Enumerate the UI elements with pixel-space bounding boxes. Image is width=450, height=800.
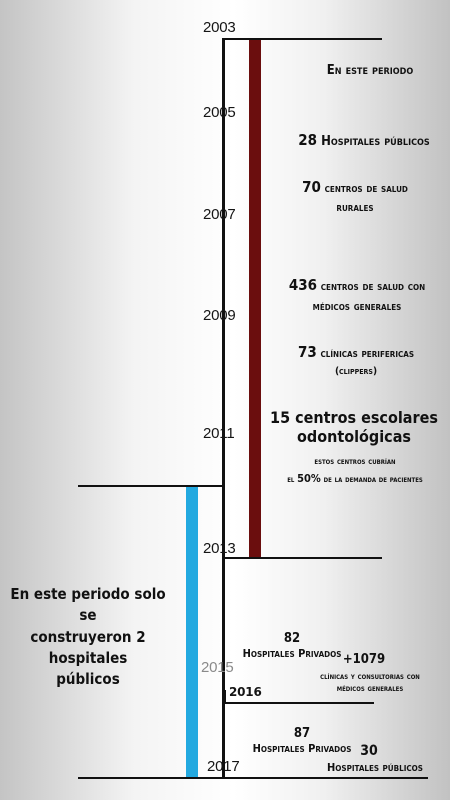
stat-label: clínicas y consultorias con bbox=[320, 671, 420, 682]
stat-label: Hospitales públicos bbox=[321, 134, 430, 149]
timeline-axis bbox=[222, 40, 225, 778]
stat-label: clínicas perifericas bbox=[320, 346, 415, 360]
second-period-summary: En este periodo solo se construyeron 2 h… bbox=[0, 584, 176, 690]
stat-label: centros de salud bbox=[324, 181, 408, 195]
year-2013: 2013 bbox=[203, 540, 236, 557]
stat-label: rurales bbox=[336, 199, 374, 214]
stat-public-hospitals: 28 Hospitales públicos bbox=[278, 131, 450, 150]
dental-note-line: estos centros cubrían bbox=[314, 457, 396, 467]
stat-clinics-2015: +1079 clínicas y consultorias con médico… bbox=[290, 652, 450, 695]
line-2016 bbox=[224, 702, 374, 704]
stat-note: (clippers) bbox=[334, 365, 378, 377]
stat-label: odontológicas bbox=[297, 427, 411, 447]
stat-dental-centers: 15 centros escolares odontológicas bbox=[258, 408, 450, 446]
stat-public-hospitals-2017: 30 Hospitales públicos bbox=[310, 743, 440, 774]
stat-number: +1079 bbox=[342, 652, 386, 667]
tick-2016 bbox=[224, 690, 226, 704]
summary-line: construyeron 2 hospitales bbox=[30, 627, 146, 667]
stat-general-medicine-centers: 436 centros de salud con médicos general… bbox=[264, 276, 450, 314]
stat-number: 436 bbox=[288, 276, 317, 294]
stat-number: 82 bbox=[283, 631, 301, 646]
year-2016: 2016 bbox=[229, 685, 262, 699]
stat-peripheral-clinics: 73 clínicas perifericas (clippers) bbox=[270, 343, 442, 378]
stat-number: 70 bbox=[302, 178, 321, 196]
stat-private-hospitals-2017: 87 Hospitales Privados bbox=[242, 726, 362, 755]
line-2017 bbox=[78, 777, 428, 779]
stat-number: 15 bbox=[270, 408, 291, 427]
stat-label: centros de salud con bbox=[320, 279, 426, 293]
line-2012 bbox=[78, 485, 224, 487]
line-2003 bbox=[222, 38, 382, 40]
stat-number: 30 bbox=[360, 743, 378, 759]
stat-private-hospitals-2015: 82 Hospitales Privados bbox=[232, 631, 352, 660]
year-2009: 2009 bbox=[203, 307, 236, 324]
stat-label: médicos generales bbox=[336, 683, 404, 694]
year-2011: 2011 bbox=[203, 425, 235, 442]
year-2005: 2005 bbox=[203, 104, 236, 121]
line-2013 bbox=[222, 557, 382, 559]
stat-number: 87 bbox=[293, 726, 311, 741]
stat-rural-centers: 70 centros de salud rurales bbox=[275, 178, 435, 215]
year-2003: 2003 bbox=[203, 19, 236, 36]
second-period-bar bbox=[186, 485, 198, 779]
year-2015: 2015 bbox=[201, 659, 234, 676]
stat-label: médicos generales bbox=[312, 298, 402, 313]
dental-note-line: el 50% de la demanda de pacientes bbox=[287, 472, 423, 486]
stat-label: Hospitales Privados bbox=[242, 646, 342, 660]
stat-label: Hospitales públicos bbox=[327, 760, 423, 774]
stat-number: 28 bbox=[298, 131, 318, 149]
year-2017: 2017 bbox=[207, 758, 240, 775]
first-period-bar bbox=[249, 38, 261, 559]
stat-number: 73 bbox=[297, 343, 317, 361]
stat-label: centros escolares bbox=[295, 408, 438, 427]
summary-line: En este periodo solo se bbox=[10, 585, 166, 625]
year-2007: 2007 bbox=[203, 206, 236, 223]
stat-label: Hospitales Privados bbox=[252, 741, 352, 755]
dental-note-percent: 50% bbox=[297, 472, 321, 486]
summary-line: públicos bbox=[56, 670, 120, 689]
dental-note: estos centros cubrían el 50% de la deman… bbox=[260, 455, 450, 489]
first-period-intro: En este periodo bbox=[326, 63, 414, 78]
